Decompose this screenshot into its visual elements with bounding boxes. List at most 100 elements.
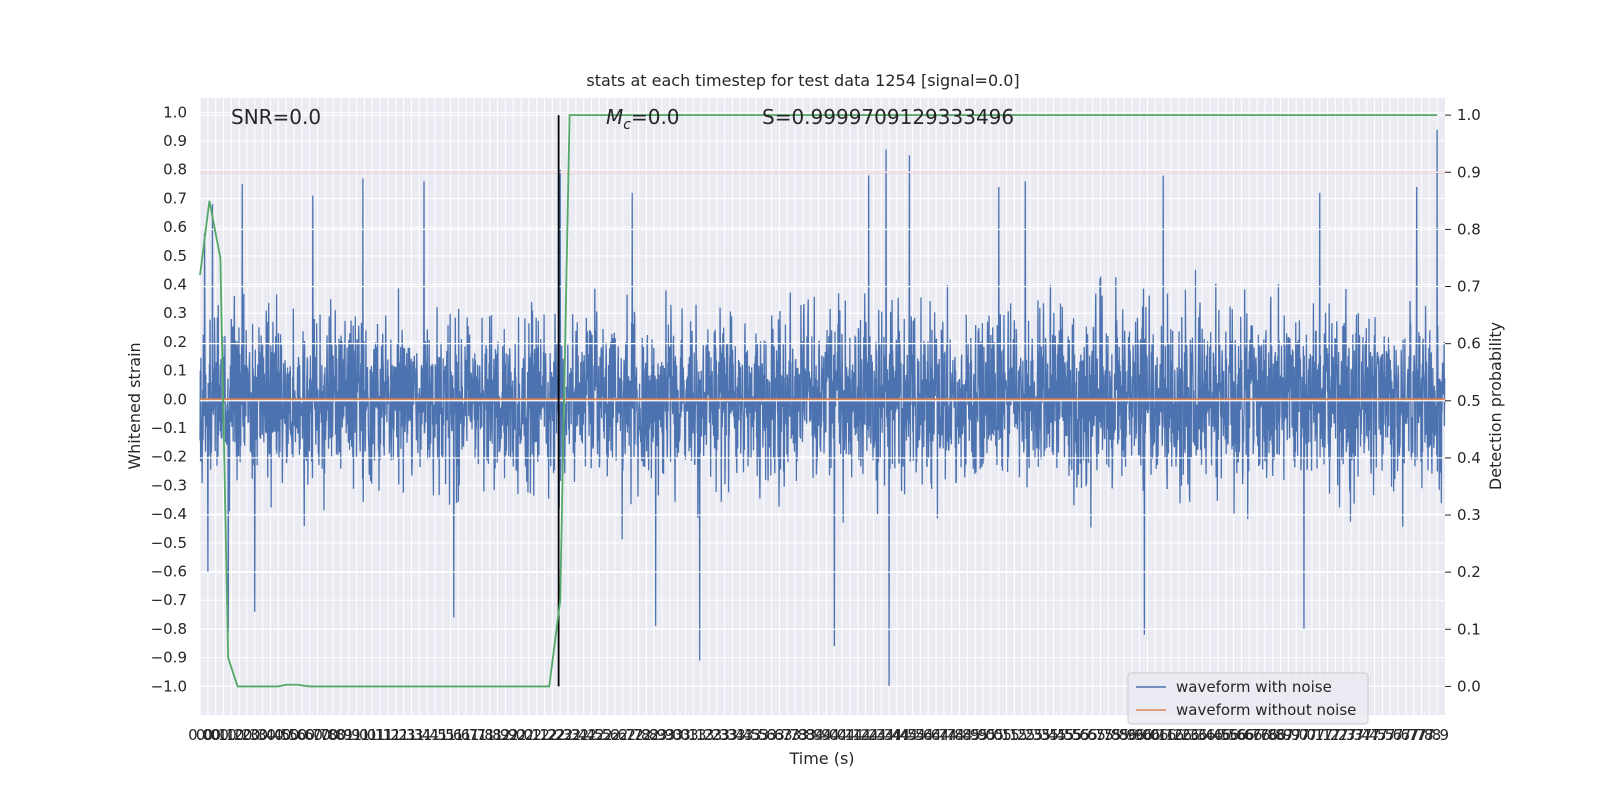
x-tick-label-38: 1.9 <box>486 726 510 744</box>
x-tick-label-69: 3.4 <box>728 726 752 744</box>
x-tick-label-22: 1.1 <box>360 726 384 744</box>
x-tick-label-77: 3.8 <box>791 726 815 744</box>
x-tick-label-23: 1.1 <box>368 726 392 744</box>
x-tick-label-75: 3.7 <box>775 726 799 744</box>
x-tick-label-93: 4.6 <box>916 726 940 744</box>
x-tick-label-114: 5.7 <box>1081 726 1105 744</box>
x-tick-label-18: 0.9 <box>329 726 353 744</box>
x-tick-label-110: 5.5 <box>1049 726 1073 744</box>
x-tick-label-46: 2.3 <box>548 726 572 744</box>
x-tick-label-133: 6.6 <box>1229 726 1253 744</box>
x-tick-label-136: 6.8 <box>1253 726 1277 744</box>
x-tick-label-95: 4.7 <box>932 726 956 744</box>
annotation-score: S=0.9999709129333496 <box>762 105 1014 129</box>
overlay-lines <box>199 114 1445 688</box>
right-tick-label-10: 1.0 <box>1457 106 1481 124</box>
x-tick-label-134: 6.7 <box>1237 726 1261 744</box>
x-tick-label-158: 7.9 <box>1425 726 1449 744</box>
x-tick-label-42: 2.1 <box>517 726 541 744</box>
left-tick-label-1: −0.9 <box>151 649 187 667</box>
right-tick-label-0: 0.0 <box>1457 677 1481 695</box>
x-tick-label-143: 7.1 <box>1308 726 1332 744</box>
x-tick-label-117: 5.8 <box>1104 726 1128 744</box>
x-tick-label-65: 3.2 <box>697 726 721 744</box>
x-tick-label-111: 5.5 <box>1057 726 1081 744</box>
x-tick-label-104: 5.2 <box>1002 726 1026 744</box>
x-tick-label-149: 7.4 <box>1355 726 1379 744</box>
left-y-axis-ticks: −1.0 −0.9 −0.8 −0.7 −0.6 −0.5 −0.4 −0.3 −0.2 −0.1… <box>151 103 187 695</box>
x-tick-label-30: 1.5 <box>423 726 447 744</box>
right-tick-label-3: 0.3 <box>1457 506 1481 524</box>
x-axis-label: Time (s) <box>788 749 854 768</box>
x-tick-label-50: 2.5 <box>580 726 604 744</box>
left-tick-label-15: 0.5 <box>163 247 187 265</box>
x-tick-label-8: 0.4 <box>251 726 275 744</box>
left-tick-label-13: 0.3 <box>163 304 187 322</box>
x-tick-label-67: 3.3 <box>713 726 737 744</box>
x-tick-label-63: 3.1 <box>681 726 705 744</box>
x-tick-label-98: 4.9 <box>955 726 979 744</box>
x-tick-label-52: 2.6 <box>595 726 619 744</box>
x-tick-label-113: 5.6 <box>1073 726 1097 744</box>
x-tick-label-91: 4.5 <box>901 726 925 744</box>
x-tick-label-12: 0.6 <box>282 726 306 744</box>
x-tick-label-129: 6.4 <box>1198 726 1222 744</box>
x-tick-label-125: 6.2 <box>1167 726 1191 744</box>
x-tick-label-34: 1.7 <box>454 726 478 744</box>
x-tick-label-146: 7.3 <box>1331 726 1355 744</box>
x-tick-label-87: 4.3 <box>869 726 893 744</box>
x-tick-label-44: 2.2 <box>533 726 557 744</box>
x-tick-label-122: 6.1 <box>1143 726 1167 744</box>
right-tick-label-9: 0.9 <box>1457 163 1481 181</box>
x-tick-label-153: 7.6 <box>1386 726 1410 744</box>
x-tick-label-60: 3.0 <box>658 726 682 744</box>
annotation-snr: SNR=0.0 <box>231 105 321 129</box>
detection-probability-line <box>199 114 1438 688</box>
x-tick-label-36: 1.8 <box>470 726 494 744</box>
x-tick-label-48: 2.4 <box>564 726 588 744</box>
x-tick-label-128: 6.4 <box>1190 726 1214 744</box>
x-tick-label-101: 5.0 <box>979 726 1003 744</box>
x-tick-label-142: 7.1 <box>1300 726 1324 744</box>
x-tick-label-19: 0.9 <box>337 726 361 744</box>
x-tick-label-4: 0.2 <box>219 726 243 744</box>
x-tick-label-88: 4.4 <box>877 726 901 744</box>
x-tick-label-61: 3.0 <box>666 726 690 744</box>
right-tick-label-6: 0.6 <box>1457 335 1481 353</box>
x-tick-label-21: 1.0 <box>353 726 377 744</box>
x-tick-label-27: 1.3 <box>399 726 423 744</box>
x-tick-label-155: 7.7 <box>1402 726 1426 744</box>
x-tick-label-83: 4.1 <box>838 726 862 744</box>
x-tick-label-73: 3.6 <box>760 726 784 744</box>
x-tick-label-132: 6.6 <box>1222 726 1246 744</box>
x-tick-label-71: 3.5 <box>744 726 768 744</box>
x-tick-label-2: 0.1 <box>204 726 228 744</box>
x-tick-label-89: 4.4 <box>885 726 909 744</box>
x-tick-label-29: 1.4 <box>415 726 439 744</box>
x-tick-label-76: 3.8 <box>783 726 807 744</box>
x-tick-label-154: 7.7 <box>1394 726 1418 744</box>
x-tick-label-39: 1.9 <box>493 726 517 744</box>
x-tick-label-96: 4.8 <box>940 726 964 744</box>
left-tick-label-10: 0.0 <box>163 390 187 408</box>
x-tick-label-47: 2.3 <box>556 726 580 744</box>
x-tick-label-102: 5.1 <box>987 726 1011 744</box>
left-tick-label-6: −0.4 <box>151 505 187 523</box>
legend: waveform with noise waveform without noi… <box>1127 672 1369 725</box>
annotation-chirp-mass: Mc=0.0 <box>606 105 680 133</box>
x-tick-label-156: 7.8 <box>1410 726 1434 744</box>
x-tick-label-13: 0.6 <box>290 726 314 744</box>
x-tick-label-99: 4.9 <box>963 726 987 744</box>
x-tick-label-145: 7.2 <box>1323 726 1347 744</box>
x-tick-label-157: 7.8 <box>1417 726 1441 744</box>
legend-label-waveform-with-noise: waveform with noise <box>1176 678 1332 696</box>
x-tick-label-126: 6.3 <box>1175 726 1199 744</box>
x-tick-label-59: 2.9 <box>650 726 674 744</box>
x-tick-label-116: 5.8 <box>1096 726 1120 744</box>
legend-box <box>1127 672 1369 725</box>
x-tick-label-72: 3.6 <box>752 726 776 744</box>
x-tick-label-85: 4.2 <box>854 726 878 744</box>
right-y-axis-ticks: 0.0 0.1 0.2 0.3 0.4 0.5 0.6 0.7 0.8 0.9 1.0 <box>1445 106 1481 695</box>
x-tick-label-112: 5.6 <box>1065 726 1089 744</box>
